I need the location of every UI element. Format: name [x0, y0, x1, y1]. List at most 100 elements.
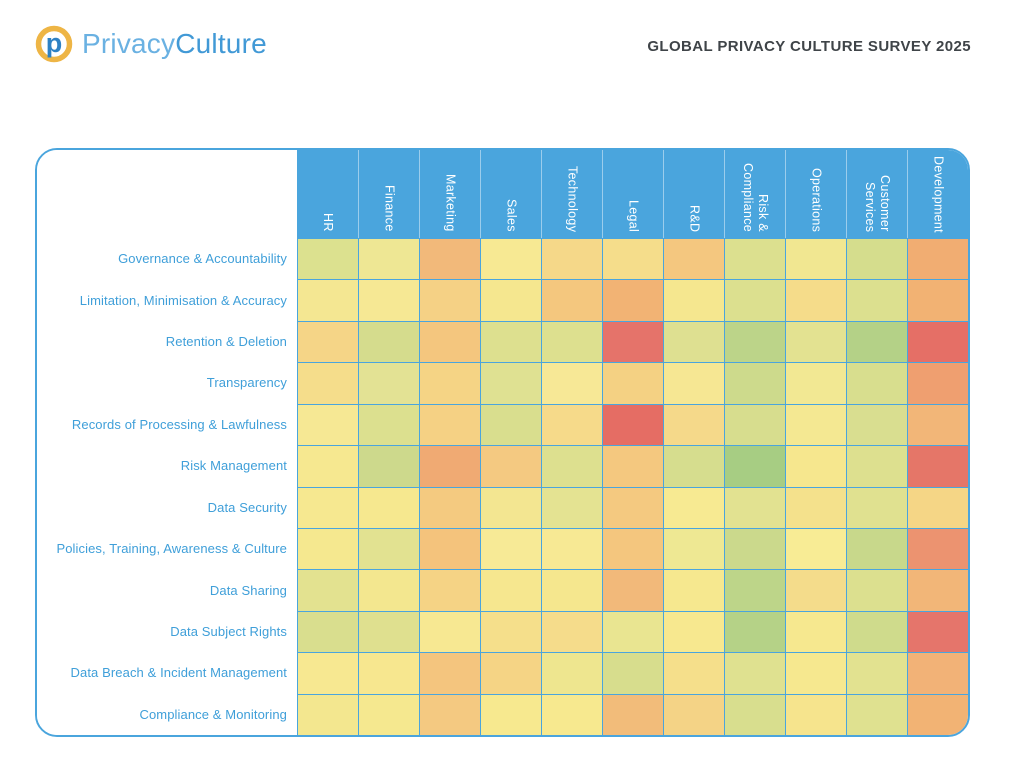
- heatmap-cell-governance-accountability-finance: [358, 238, 419, 280]
- heatmap-cell-data-security-marketing: [419, 486, 480, 528]
- heatmap-cell-governance-accountability-customer-services: [846, 238, 907, 280]
- heatmap-cell-policies-training-awareness-culture-legal: [602, 527, 663, 570]
- heatmap-cell-data-subject-rights-development: [907, 610, 968, 653]
- heatmap-cell-data-subject-rights-technology: [541, 610, 602, 653]
- heatmap-cell-data-sharing-sales: [480, 569, 541, 611]
- row-label-risk-management: Risk Management: [37, 445, 297, 487]
- heatmap-cell-retention-deletion-risk-compliance: [724, 320, 785, 363]
- heatmap-cell-compliance-monitoring-hr: [297, 693, 358, 735]
- heatmap-cell-data-subject-rights-hr: [297, 610, 358, 653]
- logo-p-ring-icon: p: [35, 25, 73, 63]
- row-label-governance-accountability: Governance & Accountability: [37, 238, 297, 280]
- privacyculture-logo: p PrivacyCulture: [34, 24, 267, 64]
- column-header-legal: Legal: [602, 150, 663, 238]
- heatmap-cell-data-subject-rights-legal: [602, 610, 663, 653]
- heatmap-cell-risk-management-risk-compliance: [724, 445, 785, 487]
- column-header-label: Risk & Compliance: [741, 162, 770, 232]
- heatmap-cell-transparency-development: [907, 362, 968, 404]
- heatmap-cell-data-security-customer-services: [846, 486, 907, 528]
- column-header-hr: HR: [297, 150, 358, 238]
- heatmap-cell-data-breach-incident-management-hr: [297, 652, 358, 694]
- heatmap-cell-risk-management-sales: [480, 445, 541, 487]
- heatmap-cell-retention-deletion-legal: [602, 320, 663, 363]
- heatmap-cell-data-sharing-risk-compliance: [724, 569, 785, 611]
- heatmap-cell-compliance-monitoring-technology: [541, 693, 602, 735]
- row-label-compliance-monitoring: Compliance & Monitoring: [37, 693, 297, 735]
- brand-name: PrivacyCulture: [82, 25, 267, 63]
- heatmap-cell-limitation-minimisation-accuracy-legal: [602, 279, 663, 321]
- heatmap-cell-data-sharing-legal: [602, 569, 663, 611]
- heatmap-cell-policies-training-awareness-culture-r-d: [663, 527, 724, 570]
- row-label-data-sharing: Data Sharing: [37, 569, 297, 611]
- column-header-finance: Finance: [358, 150, 419, 238]
- heatmap-cell-records-of-processing-lawfulness-sales: [480, 403, 541, 446]
- column-header-customer-services: Customer Services: [846, 150, 907, 238]
- heatmap-cell-data-breach-incident-management-legal: [602, 652, 663, 694]
- column-header-label: HR: [321, 213, 335, 232]
- heatmap-cell-transparency-sales: [480, 362, 541, 404]
- heatmap-cell-risk-management-legal: [602, 445, 663, 487]
- heatmap-cell-retention-deletion-hr: [297, 320, 358, 363]
- heatmap-cell-policies-training-awareness-culture-sales: [480, 527, 541, 570]
- column-header-label: Marketing: [443, 174, 458, 232]
- heatmap-cell-transparency-marketing: [419, 362, 480, 404]
- column-header-operations: Operations: [785, 150, 846, 238]
- heatmap-cell-retention-deletion-operations: [785, 320, 846, 363]
- top-bar: p PrivacyCulture GLOBAL PRIVACY CULTURE …: [0, 0, 1024, 100]
- heatmap-cell-retention-deletion-marketing: [419, 320, 480, 363]
- heatmap-cell-policies-training-awareness-culture-technology: [541, 527, 602, 570]
- heatmap-cell-transparency-finance: [358, 362, 419, 404]
- heatmap-cell-data-breach-incident-management-customer-services: [846, 652, 907, 694]
- heatmap-cell-governance-accountability-risk-compliance: [724, 238, 785, 280]
- row-label-policies-training-awareness-culture: Policies, Training, Awareness & Culture: [37, 527, 297, 570]
- heatmap-cell-retention-deletion-customer-services: [846, 320, 907, 363]
- heatmap-cell-data-sharing-operations: [785, 569, 846, 611]
- heatmap-cell-compliance-monitoring-customer-services: [846, 693, 907, 735]
- heatmap-cell-data-breach-incident-management-finance: [358, 652, 419, 694]
- column-header-risk-compliance: Risk & Compliance: [724, 150, 785, 238]
- column-header-label: R&D: [687, 204, 702, 232]
- heatmap-cell-risk-management-r-d: [663, 445, 724, 487]
- row-label-data-breach-incident-management: Data Breach & Incident Management: [37, 652, 297, 694]
- heatmap-cell-data-breach-incident-management-technology: [541, 652, 602, 694]
- heatmap-cell-compliance-monitoring-sales: [480, 693, 541, 735]
- heatmap-cell-compliance-monitoring-operations: [785, 693, 846, 735]
- heatmap-cell-records-of-processing-lawfulness-technology: [541, 403, 602, 446]
- heatmap-cell-compliance-monitoring-risk-compliance: [724, 693, 785, 735]
- column-header-sales: Sales: [480, 150, 541, 238]
- heatmap-cell-compliance-monitoring-development: [907, 693, 968, 735]
- heatmap-cell-compliance-monitoring-marketing: [419, 693, 480, 735]
- column-header-label: Legal: [626, 199, 641, 232]
- heatmap-cell-retention-deletion-finance: [358, 320, 419, 363]
- heatmap-cell-data-subject-rights-r-d: [663, 610, 724, 653]
- heatmap-cell-data-security-sales: [480, 486, 541, 528]
- heatmap-cell-data-security-finance: [358, 486, 419, 528]
- heatmap-cell-risk-management-customer-services: [846, 445, 907, 487]
- heatmap-cell-records-of-processing-lawfulness-operations: [785, 403, 846, 446]
- heatmap-cell-data-subject-rights-finance: [358, 610, 419, 653]
- heatmap-cell-governance-accountability-development: [907, 238, 968, 280]
- heatmap-cell-data-subject-rights-operations: [785, 610, 846, 653]
- row-label-records-of-processing-lawfulness: Records of Processing & Lawfulness: [37, 403, 297, 446]
- heatmap-cell-policies-training-awareness-culture-customer-services: [846, 527, 907, 570]
- heatmap-cell-risk-management-marketing: [419, 445, 480, 487]
- heatmap-cell-limitation-minimisation-accuracy-r-d: [663, 279, 724, 321]
- heatmap-cell-data-subject-rights-risk-compliance: [724, 610, 785, 653]
- heatmap-cell-data-sharing-marketing: [419, 569, 480, 611]
- heatmap-cell-data-subject-rights-marketing: [419, 610, 480, 653]
- heatmap-cell-data-security-technology: [541, 486, 602, 528]
- heatmap-cell-limitation-minimisation-accuracy-development: [907, 279, 968, 321]
- heatmap-cell-records-of-processing-lawfulness-marketing: [419, 403, 480, 446]
- heatmap-cell-governance-accountability-legal: [602, 238, 663, 280]
- report-title: GLOBAL PRIVACY CULTURE SURVEY 2025: [647, 38, 971, 55]
- heatmap-cell-policies-training-awareness-culture-risk-compliance: [724, 527, 785, 570]
- heatmap-cell-data-sharing-technology: [541, 569, 602, 611]
- heatmap-cell-limitation-minimisation-accuracy-marketing: [419, 279, 480, 321]
- heatmap-cell-data-security-r-d: [663, 486, 724, 528]
- heatmap-cell-limitation-minimisation-accuracy-customer-services: [846, 279, 907, 321]
- heatmap-cell-limitation-minimisation-accuracy-sales: [480, 279, 541, 321]
- heatmap-cell-data-sharing-hr: [297, 569, 358, 611]
- heatmap-cell-risk-management-finance: [358, 445, 419, 487]
- heatmap-cell-limitation-minimisation-accuracy-operations: [785, 279, 846, 321]
